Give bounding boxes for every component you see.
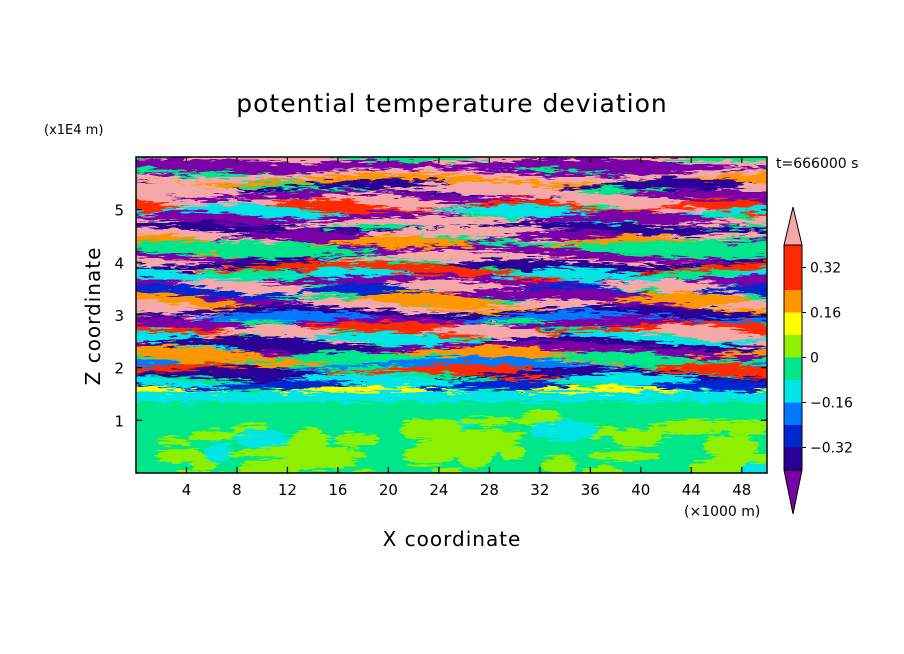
x-tick-label: 28 [480, 481, 499, 499]
y-axis: 1 2 3 4 5 [114, 202, 767, 430]
colorbar-segment [784, 425, 802, 448]
contour-band [136, 292, 767, 316]
contour-blob [205, 442, 234, 463]
x-tick-label: 44 [682, 481, 701, 499]
contour-blob [323, 447, 366, 462]
colorbar-segment [784, 357, 802, 380]
x-axis-label: X coordinate [383, 527, 522, 551]
contour-band [136, 372, 767, 394]
x-tick-label: 48 [732, 481, 751, 499]
colorbar-segment [784, 245, 802, 268]
x-tick-label: 36 [581, 481, 600, 499]
contour-blob [110, 478, 186, 496]
colorbar-label: −0.32 [810, 441, 853, 457]
chart-title: potential temperature deviation [236, 89, 667, 118]
colorbar: 0.32 0.16 0 −0.16 −0.32 [783, 206, 853, 515]
contour-blob [225, 450, 280, 457]
colorbar-label: −0.16 [810, 396, 853, 412]
x-tick-label: 12 [278, 481, 297, 499]
contour-blob [646, 423, 683, 436]
x-axis: 4 8 12 16 20 24 28 32 36 40 44 48 [182, 157, 751, 499]
contour-blob [156, 449, 207, 463]
x-tick-label: 24 [429, 481, 448, 499]
y-unit-label: (x1E4 m) [44, 123, 103, 138]
x-tick-label: 32 [530, 481, 549, 499]
contour-band [136, 392, 767, 402]
colorbar-label: 0.32 [810, 261, 841, 277]
colorbar-segment [784, 290, 802, 313]
colorbar-label: 0 [810, 351, 819, 367]
colorbar-label: 0.16 [810, 306, 841, 322]
contour-blob [413, 438, 480, 457]
x-tick-label: 40 [631, 481, 650, 499]
y-tick-label: 1 [114, 412, 124, 430]
x-unit-label: (×1000 m) [684, 504, 760, 520]
contour-blob [727, 419, 767, 437]
colorbar-segment [784, 402, 802, 425]
contour-blob [587, 450, 661, 461]
contour-blob [703, 434, 760, 456]
contour-blob [121, 484, 190, 492]
contour-band [136, 240, 767, 262]
x-tick-label: 8 [232, 481, 242, 499]
contour-blob [457, 417, 534, 425]
contour-band [136, 330, 767, 351]
contour-blob [334, 433, 380, 447]
colorbar-segment [784, 335, 802, 358]
y-axis-label: Z coordinate [81, 247, 105, 386]
colorbar-segment [784, 267, 802, 290]
contour-blob [239, 458, 301, 473]
contour-blob [187, 430, 244, 441]
colorbar-max-triangle [783, 206, 803, 246]
contour-blob [293, 428, 329, 450]
contour-blob [612, 429, 663, 447]
contour-band [136, 260, 767, 284]
contour-band [136, 193, 767, 215]
contour-blob [581, 465, 624, 473]
contour-blob [529, 420, 599, 441]
x-tick-label: 16 [328, 481, 347, 499]
contour-field [110, 157, 767, 496]
contour-band [136, 305, 767, 324]
y-tick-label: 3 [114, 307, 124, 325]
x-tick-label: 4 [182, 481, 192, 499]
contour-blob [233, 430, 289, 448]
contour-blob [154, 438, 190, 445]
x-tick-label: 20 [379, 481, 398, 499]
contour-blob [673, 424, 723, 435]
contour-blob [428, 430, 505, 443]
contour-blob [541, 455, 577, 473]
colorbar-segment [784, 380, 802, 403]
colorbar-min-triangle [783, 469, 803, 515]
y-tick-label: 4 [114, 254, 124, 272]
y-tick-label: 5 [114, 202, 124, 220]
y-tick-label: 2 [114, 360, 124, 378]
time-label: t=666000 s [776, 156, 858, 172]
colorbar-segment [784, 447, 802, 470]
colorbar-segment [784, 312, 802, 335]
contour-blob [739, 461, 767, 473]
